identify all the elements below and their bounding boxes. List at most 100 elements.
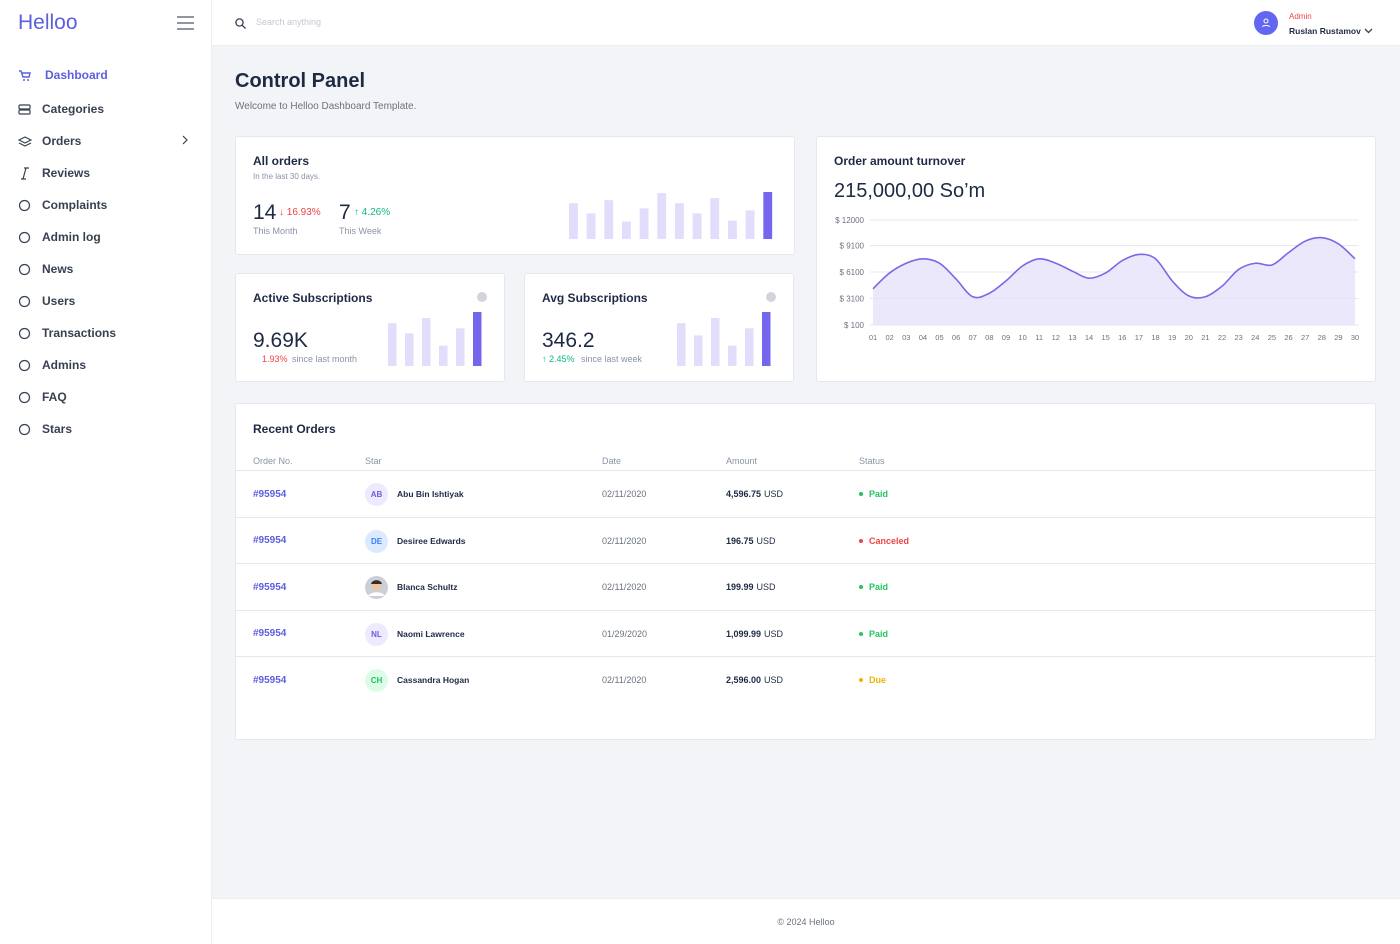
x-tick-label: 18 (1151, 333, 1159, 342)
status-label: Paid (869, 628, 889, 639)
help-icon[interactable] (766, 292, 776, 302)
nav-item[interactable]: Admin log (18, 227, 101, 247)
note: since last month (292, 354, 358, 364)
y-tick-label: $ 3100 (840, 295, 865, 304)
nav-item[interactable]: Reviews (18, 163, 90, 183)
user-name[interactable]: Ruslan Rustamov (1289, 26, 1361, 36)
x-tick-label: 30 (1351, 333, 1359, 342)
avatar[interactable] (1254, 11, 1278, 35)
user-role: Admin (1289, 12, 1312, 21)
nav-icon (18, 103, 31, 115)
card-title: Recent Orders (253, 422, 336, 436)
nav-label[interactable]: Users (42, 294, 76, 308)
x-tick-label: 29 (1334, 333, 1342, 342)
currency: USD (756, 535, 776, 546)
amount: 2,596.00 USD (726, 657, 783, 703)
nav-label[interactable]: Reviews (42, 166, 91, 180)
nav-icon (18, 359, 31, 371)
x-tick-label: 24 (1251, 333, 1259, 342)
table-row: #95954 CH Cassandra Hogan 02/11/2020 2,596.0… (236, 656, 1376, 703)
avatar-photo (365, 576, 388, 600)
nav-label[interactable]: Orders (42, 134, 82, 148)
bar (745, 210, 755, 239)
amount: 4,596.75 USD (726, 471, 783, 517)
avatar: NL (365, 622, 388, 646)
note: since last week (581, 354, 643, 364)
order-number[interactable]: #95954 (253, 674, 287, 686)
nav-label[interactable]: Admin log (42, 230, 101, 244)
nav-label[interactable]: Complaints (42, 198, 108, 212)
nav-item[interactable]: Admins (18, 355, 86, 375)
nav-item[interactable]: Users (18, 291, 75, 311)
header: Search anything Admin Ruslan Rustamov (212, 0, 1400, 46)
x-tick-label: 07 (969, 333, 977, 342)
bar (439, 345, 448, 366)
bar (456, 328, 465, 366)
y-tick-label: $ 12000 (835, 216, 864, 225)
table-row: #95954 NL Naomi Lawrence 01/29/2020 1,099.99… (236, 609, 1376, 657)
nav-label[interactable]: Stars (42, 422, 73, 436)
nav-icon (18, 423, 31, 435)
x-tick-label: 11 (1035, 333, 1043, 342)
card-subtitle: In the last 30 days. (253, 172, 321, 181)
bar (388, 323, 397, 366)
amount: 199.99 USD (726, 564, 776, 610)
order-number[interactable]: #95954 (253, 628, 287, 640)
bar (586, 213, 596, 239)
status: Paid (859, 611, 888, 657)
status: Due (859, 657, 886, 703)
avatar: DE (365, 529, 388, 553)
menu-icon[interactable] (177, 16, 194, 30)
nav-label[interactable]: FAQ (42, 390, 67, 404)
bar (473, 312, 482, 366)
nav-item[interactable]: Dashboard (18, 65, 108, 85)
avatar: CH (365, 669, 388, 693)
nav-label[interactable]: News (42, 262, 74, 276)
column-header: Amount (726, 456, 758, 466)
nav-item[interactable]: Transactions (18, 323, 116, 343)
nav-item[interactable]: Categories (18, 99, 104, 119)
nav-label[interactable]: Dashboard (45, 68, 108, 82)
bar (745, 328, 754, 366)
order-number[interactable]: #95954 (253, 488, 287, 500)
x-tick-label: 09 (1002, 333, 1010, 342)
amount-value: 196.75 (726, 535, 754, 546)
nav-item[interactable]: News (18, 259, 73, 279)
bar (677, 323, 686, 366)
amount: 1,099.99 USD (726, 611, 783, 657)
bar (405, 333, 414, 366)
amount: 196.75 USD (726, 518, 776, 564)
brand[interactable]: Helloo (18, 11, 78, 34)
nav-item[interactable]: Orders (18, 131, 188, 151)
table-row: #95954 AB Abu Bin Ishtiyak 02/11/2020 4,596.… (236, 470, 1376, 517)
x-tick-label: 21 (1201, 333, 1209, 342)
sparkline (388, 312, 482, 366)
nav-icon (18, 327, 31, 339)
area (873, 237, 1355, 325)
nav-label[interactable]: Transactions (42, 326, 117, 340)
nav-icon (18, 199, 31, 211)
bar (728, 220, 737, 239)
star-name: Blanca Schultz (397, 582, 458, 593)
y-tick-label: $ 9100 (840, 242, 865, 251)
nav-label[interactable]: Admins (42, 358, 87, 372)
dropdown-icon[interactable] (1364, 28, 1373, 34)
order-number[interactable]: #95954 (253, 535, 287, 547)
bar (639, 208, 649, 239)
sidebar: Helloo Dashboard Categories Orders Reviews C… (0, 0, 212, 944)
order-number[interactable]: #95954 (253, 581, 287, 593)
change: 1.93% (262, 354, 288, 364)
search-input[interactable]: Search anything (256, 17, 322, 27)
nav-item[interactable]: Complaints (18, 195, 107, 215)
help-icon[interactable] (477, 292, 487, 302)
page-subtitle: Welcome to Helloo Dashboard Template. (235, 101, 417, 112)
chevron[interactable] (182, 134, 198, 148)
status: Paid (859, 471, 888, 517)
star-name: Naomi Lawrence (397, 628, 465, 639)
nav-item[interactable]: FAQ (18, 387, 67, 407)
y-tick-label: $ 100 (844, 321, 865, 330)
nav-item[interactable]: Stars (18, 419, 72, 439)
orders-card: Recent Orders Order No. Star Date Amount Sta… (235, 403, 1376, 740)
nav-label[interactable]: Categories (42, 102, 105, 116)
x-tick-label: 25 (1268, 333, 1276, 342)
